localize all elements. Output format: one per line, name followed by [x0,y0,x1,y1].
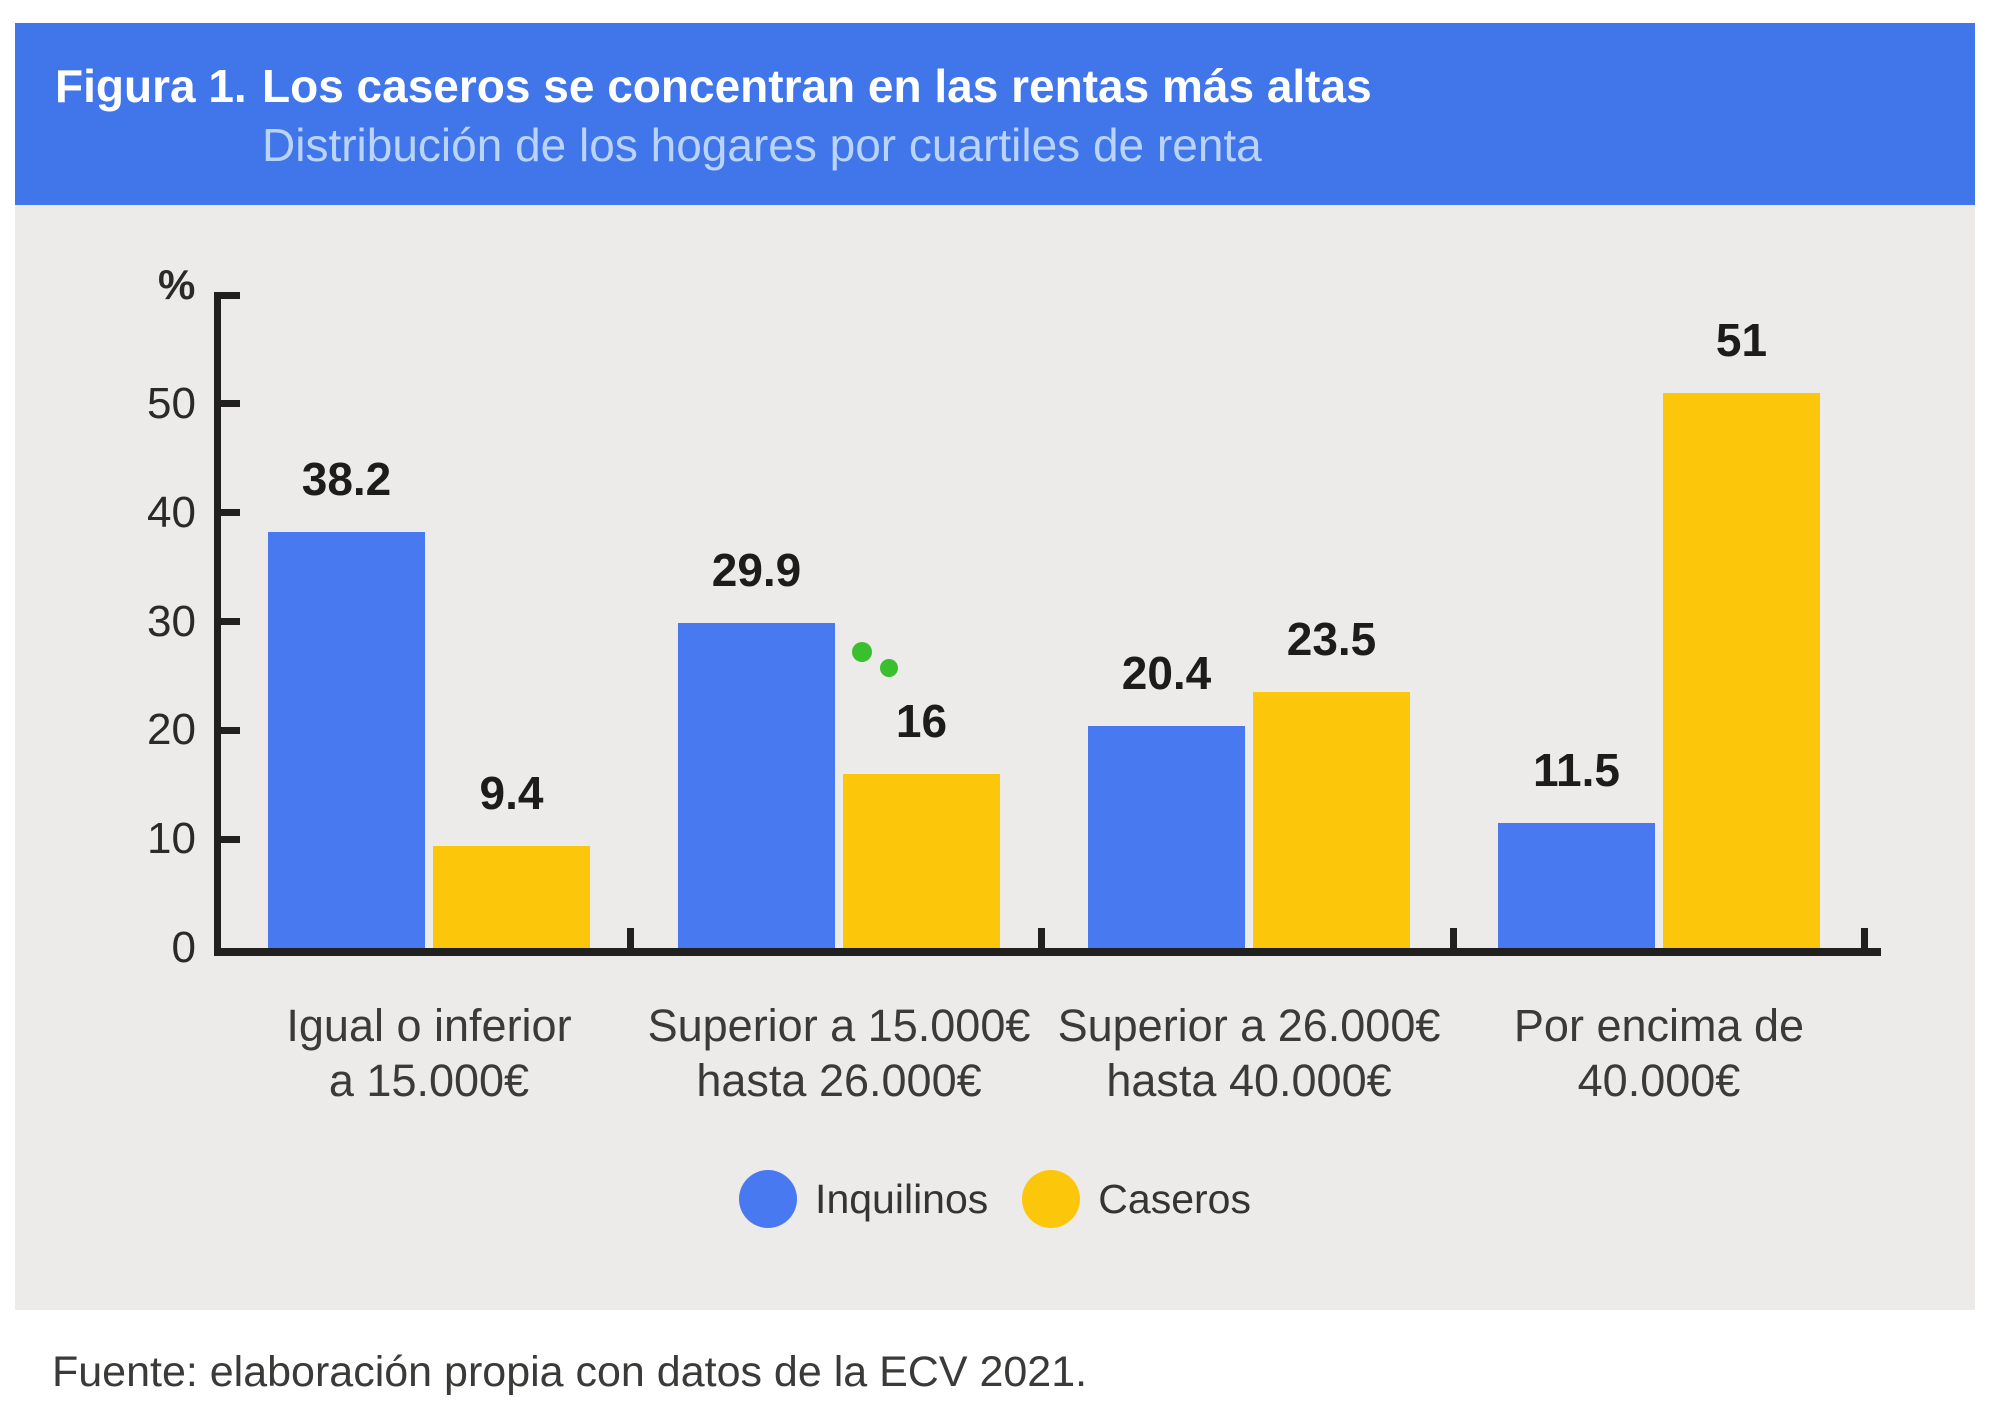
category-label: Superior a 26.000€ hasta 40.000€ [1019,998,1479,1108]
bar-value-label: 29.9 [711,543,802,596]
legend-label: Caseros [1098,1175,1251,1222]
legend-item-inquilinos: Inquilinos [739,1170,988,1228]
x-axis-tick [627,928,634,948]
legend-swatch-inquilinos [739,1170,798,1228]
bar-value-label: 23.5 [1286,613,1377,666]
x-axis-tick [1861,928,1868,948]
bar-inquilinos-4 [1498,822,1655,948]
category-label-line2: a 15.000€ [328,1055,530,1106]
bar-caseros-1 [433,845,590,948]
figure-label: Figura 1. [55,60,247,112]
y-tick [214,509,240,517]
green-dot-annotation [880,659,898,677]
green-dot-annotation [852,642,872,662]
category-label-line2: hasta 40.000€ [1106,1055,1392,1106]
y-tick [214,618,240,625]
figure-title: Los caseros se concentran en las rentas … [262,60,1372,112]
legend-swatch-caseros [1022,1170,1081,1228]
bar-inquilinos-1 [268,532,425,948]
bar-caseros-3 [1253,692,1410,948]
y-tick-label: 30 [147,596,196,646]
bar-value-label: 20.4 [1121,646,1212,699]
bar-caseros-4 [1663,392,1820,948]
bar-inquilinos-3 [1088,725,1245,948]
category-label-line2: hasta 26.000€ [696,1055,982,1106]
x-axis-tick [1038,928,1045,948]
bar-value-label: 11.5 [1533,743,1620,796]
category-label: Por encima de 40.000€ [1429,998,1889,1108]
chart-area: % Inquilinos Caseros 0 10 20 30 40 50 38.2 29.9 2… [15,205,1975,1310]
legend: Inquilinos Caseros [15,1170,1975,1228]
bar-value-label: 16 [895,694,948,747]
y-tick [214,400,240,408]
bar-value-label: 38.2 [301,453,392,506]
x-axis-tick [1450,928,1457,948]
y-axis-line [214,295,221,956]
figure-subtitle: Distribución de los hogares por cuartile… [262,119,1262,171]
category-label-line1: Superior a 26.000€ [1057,1000,1441,1051]
category-label: Igual o inferior a 15.000€ [199,998,659,1108]
y-tick-label: 20 [147,705,196,755]
x-axis-line [214,948,1881,956]
bar-value-label: 9.4 [479,766,544,819]
legend-label: Inquilinos [815,1175,989,1222]
legend-item-caseros: Caseros [1022,1170,1251,1228]
category-label-line2: 40.000€ [1577,1055,1741,1106]
y-tick-label: 0 [171,923,196,972]
y-tick-label: 10 [147,814,196,864]
y-tick [214,726,240,734]
category-label-line1: Por encima de [1513,1000,1805,1051]
figure-header-band: Figura 1. Los caseros se concentran en l… [15,23,1975,205]
y-tick-label: 40 [147,487,196,537]
source-note: Fuente: elaboración propia con datos de … [52,1348,1088,1396]
y-axis-unit-label: % [158,261,196,308]
y-tick [214,835,240,843]
bar-caseros-2 [843,773,1000,948]
y-tick [214,291,240,299]
category-label-line1: Igual o inferior [286,1000,572,1051]
y-tick-label: 50 [147,378,196,428]
category-label: Superior a 15.000€ hasta 26.000€ [609,998,1069,1108]
bar-value-label: 51 [1715,313,1768,366]
category-label-line1: Superior a 15.000€ [647,1000,1031,1051]
bar-inquilinos-2 [678,622,835,948]
